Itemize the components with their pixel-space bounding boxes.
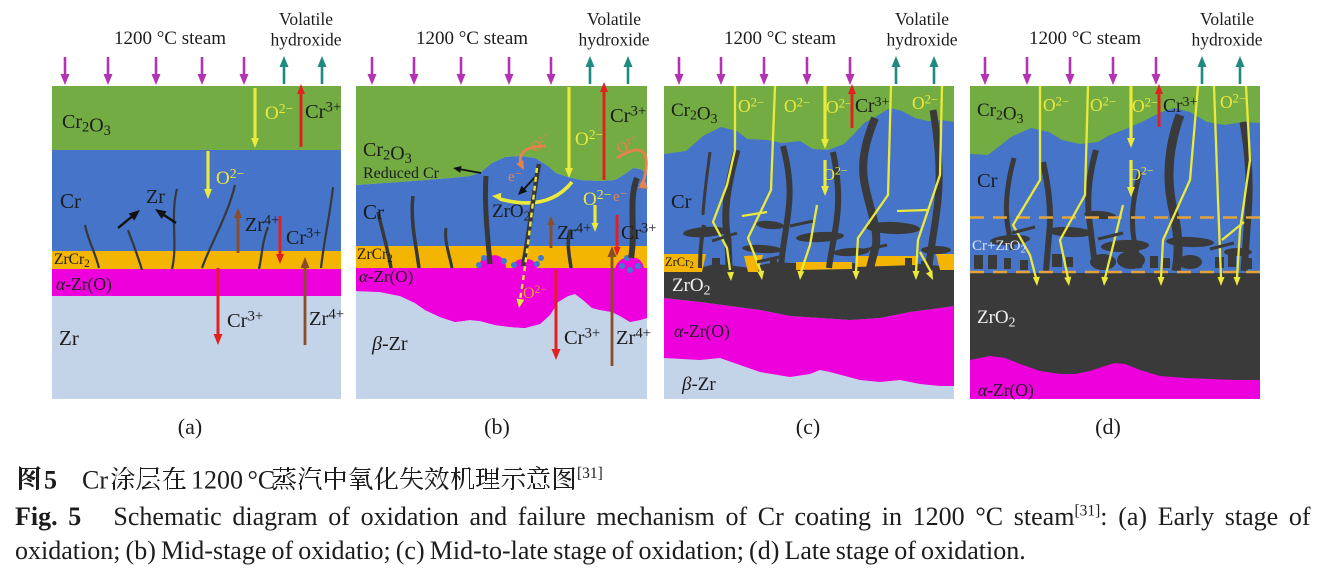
svg-text:Cr3+: Cr3+: [564, 325, 600, 349]
svg-text:Cr: Cr: [82, 466, 108, 495]
svg-text:O2−: O2−: [583, 187, 612, 210]
svg-text:O2−: O2−: [523, 284, 547, 302]
svg-text:Zr4+: Zr4+: [557, 221, 591, 244]
svg-text:ZrO2: ZrO2: [977, 307, 1016, 329]
svg-text:α-Zr(O): α-Zr(O): [978, 380, 1034, 400]
svg-text:Cr2O3: Cr2O3: [977, 100, 1024, 126]
svg-text:O2−: O2−: [1090, 94, 1116, 115]
svg-text:hydroxide: hydroxide: [579, 30, 650, 50]
svg-text:Volatile: Volatile: [279, 9, 333, 29]
svg-text:Cr3+: Cr3+: [227, 308, 263, 332]
svg-text:(c): (c): [796, 414, 820, 439]
svg-text:(b): (b): [484, 414, 510, 439]
svg-text:O2−: O2−: [575, 127, 604, 150]
svg-text:5: 5: [44, 466, 57, 495]
svg-text:Volatile: Volatile: [895, 9, 949, 29]
svg-text:Cr2O3: Cr2O3: [671, 100, 718, 126]
svg-text:Zr4+: Zr4+: [309, 306, 344, 330]
svg-text:hydroxide: hydroxide: [887, 30, 958, 50]
svg-text:O2−: O2−: [738, 95, 764, 116]
svg-text:β-Zr: β-Zr: [681, 374, 716, 395]
svg-text:1200: 1200: [191, 466, 243, 495]
svg-text:(a): (a): [178, 414, 202, 439]
svg-text:Volatile: Volatile: [1200, 9, 1254, 29]
svg-text:(d): (d): [1095, 414, 1121, 439]
svg-text:Volatile: Volatile: [587, 9, 641, 29]
svg-text:Cr3+: Cr3+: [286, 226, 321, 249]
svg-text:ZrCr2: ZrCr2: [357, 246, 393, 265]
svg-text:hydroxide: hydroxide: [1192, 30, 1263, 50]
svg-text:O2−: O2−: [1132, 95, 1158, 116]
svg-text:Cr3+: Cr3+: [1163, 95, 1198, 117]
svg-text:Cr3+: Cr3+: [305, 99, 341, 123]
svg-text:O2−: O2−: [784, 95, 810, 116]
svg-text:α-Zr(O): α-Zr(O): [359, 267, 413, 286]
svg-text:Cr2O3: Cr2O3: [363, 139, 412, 167]
svg-text:hydroxide: hydroxide: [271, 30, 342, 50]
svg-text:O2−: O2−: [1220, 91, 1246, 112]
svg-text:Zr: Zr: [59, 326, 79, 350]
svg-text:O2−: O2−: [823, 164, 848, 184]
svg-text:Cr: Cr: [977, 170, 998, 192]
svg-text:°C: °C: [248, 466, 276, 495]
svg-text:1200 °C steam: 1200 °C steam: [416, 28, 528, 49]
svg-text:1200 °C steam: 1200 °C steam: [724, 28, 836, 49]
svg-text:Zr4+: Zr4+: [245, 213, 279, 236]
svg-text:1200 °C steam: 1200 °C steam: [1029, 28, 1141, 49]
svg-text:e⁻: e⁻: [508, 169, 523, 185]
svg-text:O2−: O2−: [216, 166, 245, 189]
svg-text:ZrCr2: ZrCr2: [665, 255, 694, 270]
svg-text:Zr: Zr: [146, 186, 165, 208]
svg-text:Reduced Cr: Reduced Cr: [363, 165, 440, 182]
svg-text:ZrCr2: ZrCr2: [54, 251, 90, 270]
svg-text:O2−: O2−: [1043, 94, 1069, 115]
svg-text:ZrO2: ZrO2: [492, 201, 531, 223]
svg-text:O2−: O2−: [265, 101, 294, 124]
svg-text:O2−: O2−: [912, 92, 938, 113]
svg-text:Cr: Cr: [60, 189, 81, 213]
svg-text:Cr: Cr: [671, 191, 692, 213]
svg-text:α-Zr(O): α-Zr(O): [56, 274, 112, 294]
svg-text:Cr3+: Cr3+: [855, 95, 890, 117]
svg-text:ZrO2: ZrO2: [672, 275, 711, 297]
svg-text:Zr4+: Zr4+: [616, 325, 651, 349]
svg-text:O2−: O2−: [826, 96, 852, 117]
svg-text:e⁻: e⁻: [613, 189, 628, 205]
svg-text:O2−: O2−: [1129, 164, 1154, 184]
svg-text:Cr: Cr: [363, 200, 384, 224]
svg-text:Cr2O3: Cr2O3: [62, 111, 111, 139]
svg-text:Cr3+: Cr3+: [621, 221, 656, 244]
svg-text:Cr+ZrO2: Cr+ZrO2: [972, 238, 1026, 256]
svg-text:[31]: [31]: [577, 465, 603, 482]
svg-text:1200 °C steam: 1200 °C steam: [114, 28, 226, 49]
svg-text:Cr3+: Cr3+: [610, 103, 646, 127]
svg-text:α-Zr(O): α-Zr(O): [674, 321, 730, 341]
svg-text:β-Zr: β-Zr: [371, 333, 408, 355]
